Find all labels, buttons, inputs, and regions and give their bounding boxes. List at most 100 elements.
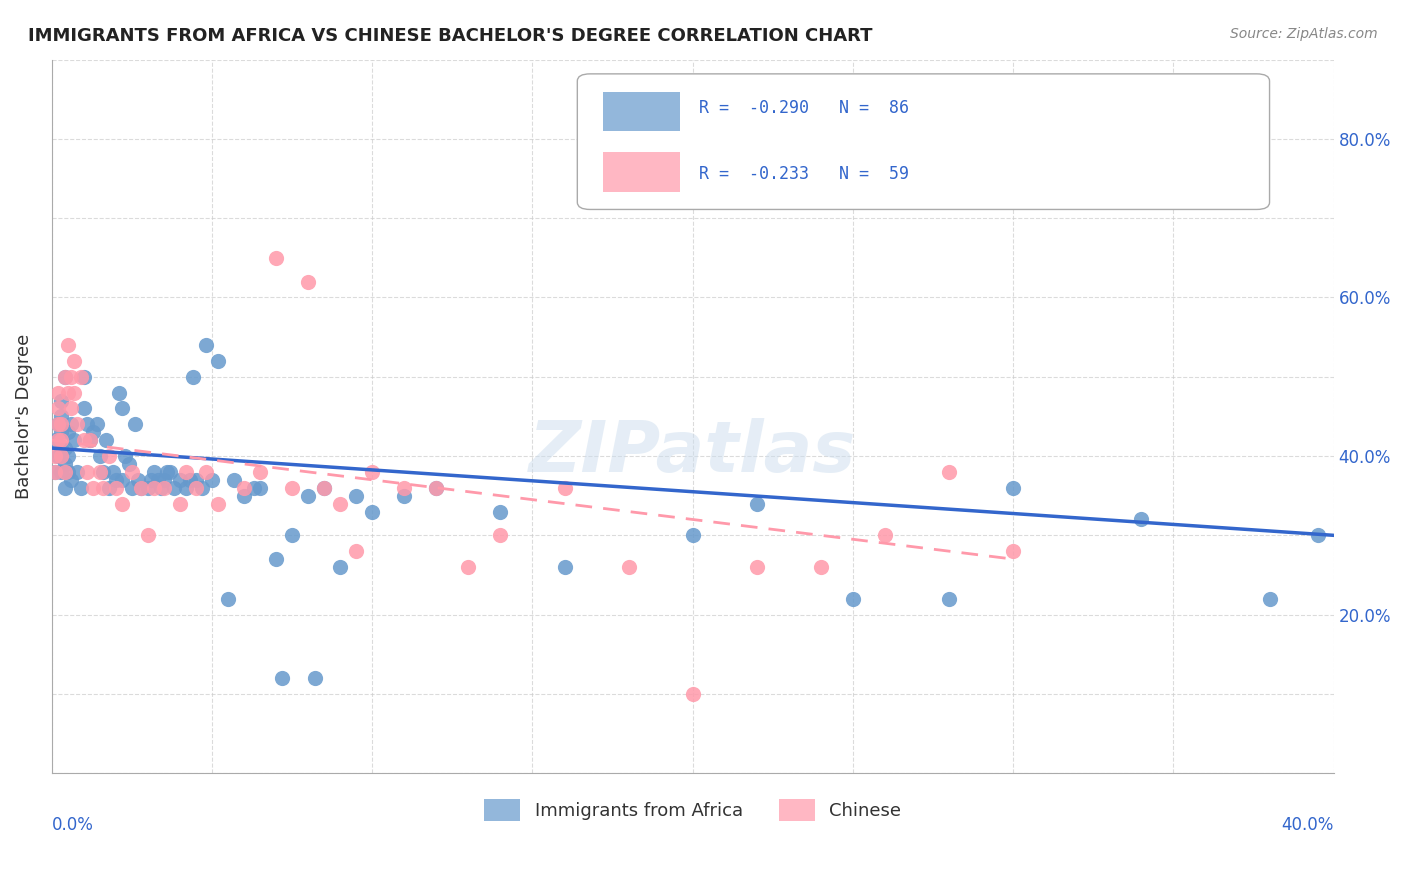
Point (682, 687, 704, 701)
Point (56, 449, 79, 463)
Point (53, 369, 76, 384)
Point (159, 465, 181, 479)
Point (394, 489, 416, 503)
Point (89, 449, 111, 463)
Point (682, 528, 704, 542)
Point (63, 354, 86, 368)
Point (59, 369, 82, 384)
Point (184, 481, 207, 495)
Point (56, 425, 79, 440)
Point (44, 465, 66, 479)
Point (264, 251, 287, 265)
Point (207, 497, 229, 511)
Point (169, 497, 191, 511)
Point (118, 457, 141, 471)
Point (121, 481, 143, 495)
Point (108, 385, 131, 400)
Point (181, 369, 204, 384)
Point (425, 481, 447, 495)
Point (63, 385, 86, 400)
Point (179, 473, 201, 487)
Point (66, 417, 89, 432)
Point (89, 465, 111, 479)
Point (131, 481, 153, 495)
Point (51, 409, 73, 424)
Point (69, 369, 91, 384)
Point (63, 433, 86, 447)
FancyBboxPatch shape (578, 74, 1270, 210)
Point (121, 465, 143, 479)
Point (76, 465, 98, 479)
Text: IMMIGRANTS FROM AFRICA VS CHINESE BACHELOR'S DEGREE CORRELATION CHART: IMMIGRANTS FROM AFRICA VS CHINESE BACHEL… (28, 27, 873, 45)
Point (249, 481, 271, 495)
Point (329, 497, 352, 511)
Point (810, 560, 832, 574)
Point (46, 433, 69, 447)
Text: 40.0%: 40.0% (1281, 816, 1334, 834)
Point (304, 671, 326, 685)
Point (745, 497, 768, 511)
Point (73, 433, 96, 447)
FancyBboxPatch shape (603, 92, 681, 131)
Point (201, 473, 224, 487)
Point (79, 433, 101, 447)
Point (127, 473, 149, 487)
Point (143, 481, 166, 495)
Point (53, 465, 76, 479)
Point (169, 473, 191, 487)
Point (59, 473, 82, 487)
Point (66, 465, 89, 479)
Point (73, 369, 96, 384)
Point (146, 473, 169, 487)
Point (76, 417, 98, 432)
Point (136, 481, 159, 495)
Point (242, 481, 264, 495)
Point (314, 481, 336, 495)
Point (101, 465, 124, 479)
Point (53, 457, 76, 471)
Point (59, 417, 82, 432)
Point (111, 473, 134, 487)
Point (53, 481, 76, 495)
Point (233, 481, 256, 495)
Point (297, 275, 319, 289)
Point (51, 465, 73, 479)
Point (136, 528, 159, 542)
Point (233, 489, 256, 503)
Point (617, 560, 640, 574)
FancyBboxPatch shape (603, 153, 681, 192)
Point (489, 504, 512, 518)
Point (56, 338, 79, 352)
Point (46, 417, 69, 432)
Point (51, 417, 73, 432)
Point (124, 417, 146, 432)
Point (207, 354, 229, 368)
Point (131, 481, 153, 495)
Point (329, 560, 352, 574)
Point (745, 560, 768, 574)
Point (51, 425, 73, 440)
Point (51, 449, 73, 463)
Point (1258, 591, 1281, 606)
Point (1002, 481, 1025, 495)
Point (156, 465, 179, 479)
Text: 0.0%: 0.0% (52, 816, 94, 834)
Point (139, 473, 162, 487)
Legend: Immigrants from Africa, Chinese: Immigrants from Africa, Chinese (477, 792, 908, 829)
Text: R =  -0.290   N =  86: R = -0.290 N = 86 (699, 99, 910, 117)
Point (56, 385, 79, 400)
Point (344, 489, 367, 503)
Point (194, 338, 217, 352)
Point (191, 481, 214, 495)
Point (297, 489, 319, 503)
Point (44, 433, 66, 447)
Point (98, 481, 121, 495)
Point (91, 465, 114, 479)
Point (98, 449, 121, 463)
Point (46, 417, 69, 432)
Point (51, 441, 73, 455)
Point (224, 473, 246, 487)
Point (59, 401, 82, 416)
Point (86, 417, 108, 432)
Point (553, 481, 575, 495)
